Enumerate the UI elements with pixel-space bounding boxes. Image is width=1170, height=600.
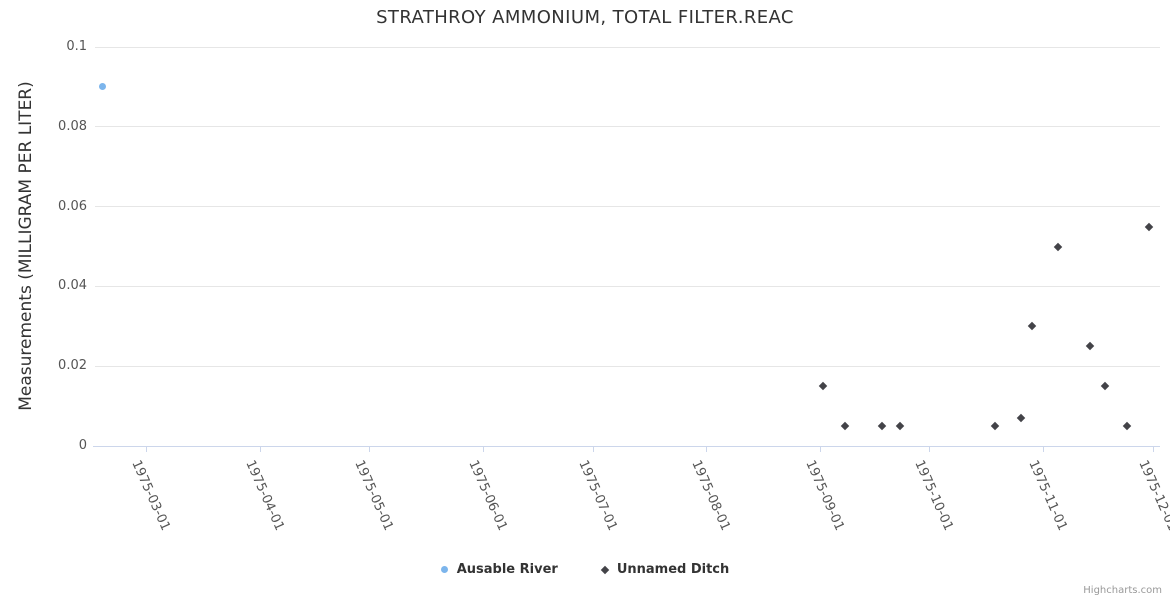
x-axis-tick-label: 1975-11-01 — [1025, 458, 1070, 534]
legend-item-ausable-river[interactable]: Ausable River — [440, 562, 558, 577]
x-axis-tick — [1152, 446, 1154, 452]
legend-item-unnamed-ditch[interactable]: Unnamed Ditch — [600, 562, 730, 577]
y-gridline — [95, 206, 1160, 208]
data-point-ausable-river[interactable] — [98, 83, 106, 91]
x-axis-tick — [482, 446, 484, 452]
x-axis-tick-label: 1975-06-01 — [465, 458, 510, 534]
data-point-unnamed-ditch[interactable] — [1053, 242, 1062, 251]
x-axis-line — [93, 446, 1160, 447]
data-point-unnamed-ditch[interactable] — [1086, 342, 1095, 351]
data-point-unnamed-ditch[interactable] — [841, 421, 850, 431]
y-axis-tick-label: 0.02 — [58, 358, 87, 374]
y-axis-tick-label: 0.04 — [58, 278, 87, 294]
y-gridline — [95, 126, 1160, 128]
x-axis-tick-label: 1975-10-01 — [911, 458, 957, 534]
legend: Ausable River Unnamed Ditch — [0, 562, 1170, 577]
x-axis-tick-label: 1975-08-01 — [688, 458, 733, 534]
x-axis-tick — [706, 446, 708, 452]
data-point-unnamed-ditch[interactable] — [895, 421, 905, 431]
x-axis-tick-label: 1975-12-01 — [1134, 458, 1170, 534]
data-point-unnamed-ditch[interactable] — [1144, 222, 1154, 231]
data-point-unnamed-ditch[interactable] — [877, 421, 887, 431]
y-gridline — [95, 285, 1160, 287]
x-axis-tick-label: 1975-07-01 — [575, 458, 620, 534]
y-axis-tick-label: 0.06 — [58, 198, 87, 214]
data-point-unnamed-ditch[interactable] — [1122, 421, 1132, 431]
y-axis-tick-label: 0.08 — [58, 118, 87, 134]
data-point-unnamed-ditch[interactable] — [819, 381, 828, 391]
x-axis-tick-label: 1975-03-01 — [128, 458, 173, 534]
credits-link[interactable]: Highcharts.com — [1083, 585, 1162, 596]
legend-item-label: Ausable River — [456, 562, 558, 577]
x-axis-tick — [1042, 446, 1044, 452]
x-axis-tick — [146, 446, 148, 452]
data-point-unnamed-ditch[interactable] — [1027, 322, 1037, 331]
y-gridline — [95, 46, 1160, 48]
legend-item-label: Unnamed Ditch — [616, 562, 730, 577]
y-axis-tick-label: 0 — [78, 438, 87, 453]
circle-marker-icon — [440, 566, 448, 573]
x-axis-tick-label: 1975-04-01 — [241, 458, 287, 534]
data-point-unnamed-ditch[interactable] — [1016, 413, 1026, 423]
x-axis-tick — [369, 446, 371, 452]
x-axis-tick — [259, 446, 261, 452]
x-axis-tick-label: 1975-05-01 — [351, 458, 397, 534]
diamond-marker-icon — [600, 565, 610, 574]
x-axis-tick — [819, 446, 821, 452]
y-axis-tick-label: 0.1 — [66, 39, 87, 54]
x-axis-tick — [592, 446, 594, 452]
data-point-unnamed-ditch[interactable] — [1100, 381, 1110, 391]
y-gridline — [95, 365, 1160, 367]
x-axis-tick — [929, 446, 931, 452]
data-point-unnamed-ditch[interactable] — [991, 421, 1000, 431]
x-axis-tick-label: 1975-09-01 — [801, 458, 847, 534]
chart-title: STRATHROY AMMONIUM, TOTAL FILTER.REAC — [376, 7, 794, 28]
